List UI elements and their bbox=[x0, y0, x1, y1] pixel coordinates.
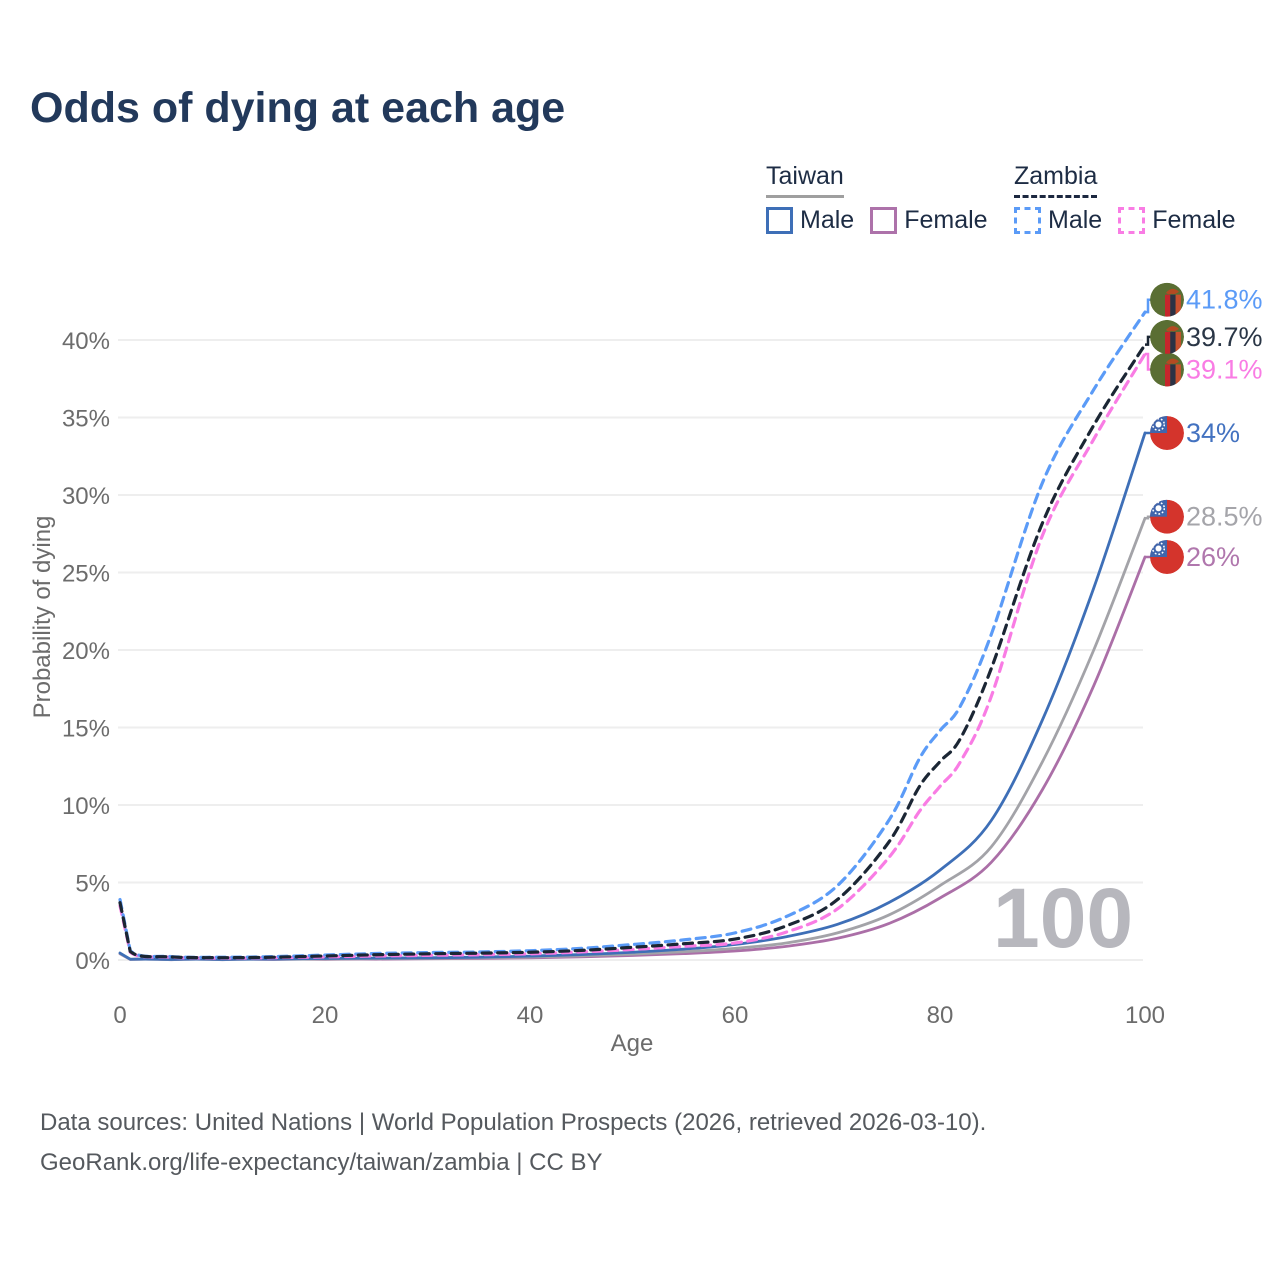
legend-header-zambia[interactable]: Zambia bbox=[1014, 162, 1098, 198]
legend-header-taiwan[interactable]: Taiwan bbox=[766, 162, 844, 198]
flag-zambia-icon bbox=[1150, 352, 1184, 387]
flag-zambia-icon bbox=[1150, 319, 1184, 354]
x-tick-label: 0 bbox=[113, 1002, 126, 1029]
end-label-zambia-combined: 39.7% bbox=[1186, 322, 1263, 352]
line-zambia-female[interactable] bbox=[118, 352, 1147, 960]
taiwan-male-swatch-icon bbox=[766, 207, 793, 234]
y-tick-label: 0% bbox=[75, 948, 110, 975]
age-cursor-watermark: 100 bbox=[993, 871, 1133, 965]
zambia-female-swatch-icon bbox=[1118, 207, 1146, 234]
data-sources-note: Data sources: United Nations | World Pop… bbox=[40, 1109, 987, 1136]
flag-taiwan-icon bbox=[1150, 540, 1184, 574]
legend-label: Female bbox=[904, 206, 988, 234]
end-label-taiwan-male: 34% bbox=[1186, 418, 1240, 448]
y-tick-label: 5% bbox=[75, 871, 110, 898]
line-taiwan-female[interactable] bbox=[118, 555, 1147, 962]
legend-item-zambia-male[interactable]: Male bbox=[1014, 206, 1102, 235]
end-label-zambia-male: 41.8% bbox=[1186, 285, 1263, 315]
legend-label: Male bbox=[1048, 206, 1103, 234]
legend-item-zambia-female[interactable]: Female bbox=[1118, 206, 1236, 235]
legend-group-zambia: Zambia Male Female bbox=[1014, 162, 1252, 235]
legend-item-taiwan-male[interactable]: Male bbox=[766, 206, 854, 235]
y-tick-label: 40% bbox=[62, 328, 110, 355]
attribution-note: GeoRank.org/life-expectancy/taiwan/zambi… bbox=[40, 1149, 603, 1176]
end-label-zambia-female: 39.1% bbox=[1186, 354, 1263, 384]
x-tick-label: 40 bbox=[517, 1002, 544, 1029]
y-tick-label: 10% bbox=[62, 793, 110, 820]
end-label-connector bbox=[1145, 335, 1151, 346]
zambia-male-swatch-icon bbox=[1014, 207, 1041, 234]
x-tick-label: 80 bbox=[927, 1002, 954, 1029]
flag-zambia-icon bbox=[1150, 282, 1184, 317]
x-tick-label: 100 bbox=[1125, 1002, 1165, 1029]
y-tick-label: 25% bbox=[62, 561, 110, 588]
mortality-line-chart[interactable]: 0% 5% 10% 15% 20% 25% 30% 35% 40% 0 20 40 60 80 100 Age… bbox=[0, 0, 1280, 1080]
page-title: Odds of dying at each age bbox=[30, 84, 566, 132]
y-tick-label: 20% bbox=[62, 638, 110, 665]
line-taiwan-male[interactable] bbox=[118, 431, 1147, 961]
legend-label: Female bbox=[1152, 206, 1236, 234]
line-taiwan-combined[interactable] bbox=[118, 516, 1147, 962]
y-tick-label: 35% bbox=[62, 406, 110, 433]
x-tick-label: 60 bbox=[722, 1002, 749, 1029]
y-tick-label: 15% bbox=[62, 716, 110, 743]
y-tick-label: 30% bbox=[62, 483, 110, 510]
x-tick-label: 20 bbox=[312, 1002, 339, 1029]
end-label-taiwan-combined: 28.5% bbox=[1186, 502, 1263, 532]
x-axis-title: Age bbox=[611, 1030, 654, 1057]
legend-item-taiwan-female[interactable]: Female bbox=[870, 206, 988, 235]
end-label-connector bbox=[1145, 298, 1151, 314]
taiwan-female-swatch-icon bbox=[870, 207, 898, 234]
end-label-taiwan-female: 26% bbox=[1186, 542, 1240, 572]
end-label-connector bbox=[1145, 515, 1151, 520]
flag-taiwan-icon bbox=[1150, 499, 1184, 534]
flag-taiwan-icon bbox=[1150, 416, 1184, 450]
legend-group-taiwan: Taiwan Male Female bbox=[766, 162, 1004, 235]
legend-label: Male bbox=[800, 206, 855, 234]
end-label-connector bbox=[1145, 352, 1151, 371]
line-zambia-combined[interactable] bbox=[118, 343, 1147, 960]
y-axis-title: Probability of dying bbox=[29, 516, 56, 719]
